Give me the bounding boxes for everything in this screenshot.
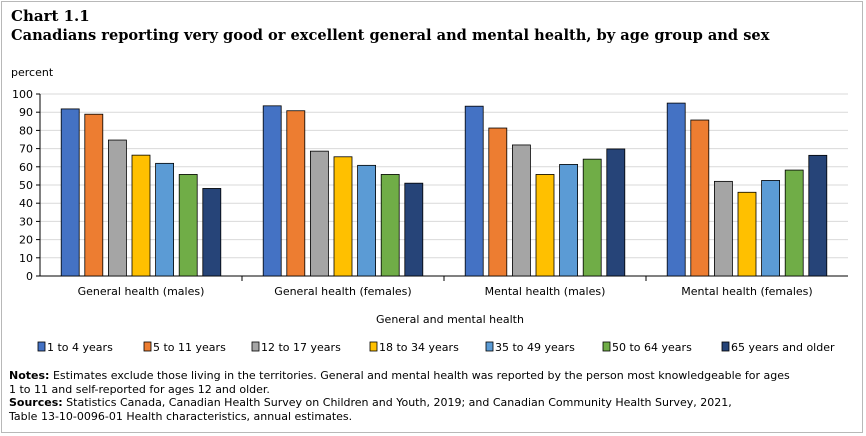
- bar-3-5: [559, 164, 578, 277]
- legend-label-6: 50 to 64 years: [612, 341, 692, 354]
- y-tick-label: 80: [19, 124, 33, 137]
- x-tick-label: General health (males): [78, 285, 205, 298]
- bar-3-3: [512, 144, 531, 277]
- notes-line-2: 1 to 11 and self-reported for ages 12 an…: [9, 382, 270, 396]
- bar-3-7: [606, 148, 626, 277]
- x-tick-label: Mental health (females): [681, 285, 812, 298]
- legend-label-7: 65 years and older: [731, 341, 835, 354]
- x-tick-label: Mental health (males): [485, 285, 606, 298]
- bar-4-3: [714, 180, 733, 277]
- bar-1-5: [155, 162, 175, 277]
- y-tick-label: 90: [19, 106, 33, 119]
- y-axis-unit-label: percent: [11, 66, 54, 79]
- legend-swatch-6: [602, 341, 611, 352]
- y-tick-label: 20: [19, 234, 33, 247]
- bar-1-4: [131, 154, 151, 277]
- sources-label: Sources:: [9, 396, 63, 409]
- bar-1-3: [108, 139, 127, 277]
- legend-swatch-4: [369, 341, 378, 352]
- legend-swatch-1: [37, 341, 46, 352]
- bar-2-3: [309, 150, 329, 277]
- legend-swatch-7: [721, 341, 730, 352]
- legend-label-2: 5 to 11 years: [153, 341, 226, 354]
- y-tick-label: 50: [19, 179, 33, 192]
- sources-line-1: Statistics Canada, Canadian Health Surve…: [66, 396, 732, 409]
- legend-label-1: 1 to 4 years: [47, 341, 113, 354]
- bar-1-7: [202, 188, 222, 277]
- x-tick-label: General health (females): [274, 285, 411, 298]
- y-tick-label: 70: [19, 143, 33, 156]
- bar-4-1: [666, 102, 686, 277]
- x-axis-title: General and mental health: [376, 313, 524, 326]
- bar-1-2: [84, 113, 104, 277]
- notes-line-1: Estimates exclude those living in the te…: [52, 369, 790, 382]
- bar-1-1: [60, 108, 80, 277]
- bar-1-6: [178, 174, 198, 277]
- bar-4-7: [808, 154, 828, 277]
- notes-block: Notes: Estimates exclude those living in…: [9, 369, 829, 423]
- bar-2-6: [380, 174, 400, 277]
- legend-swatch-2: [143, 341, 152, 352]
- bar-3-6: [582, 158, 602, 277]
- y-tick-label: 60: [19, 161, 33, 174]
- sources-line-2: Table 13-10-0096-01 Health characteristi…: [9, 409, 353, 423]
- y-tick-label: 10: [19, 252, 33, 265]
- legend-label-5: 35 to 49 years: [495, 341, 575, 354]
- bar-2-1: [262, 105, 282, 277]
- y-tick-label: 100: [12, 88, 33, 101]
- bar-4-5: [761, 180, 780, 277]
- y-tick-label: 0: [26, 270, 33, 283]
- bar-4-2: [690, 119, 710, 277]
- bar-3-1: [464, 105, 484, 277]
- legend-label-3: 12 to 17 years: [261, 341, 341, 354]
- chart-title: Canadians reporting very good or excelle…: [11, 27, 770, 44]
- bar-2-5: [357, 164, 377, 277]
- notes-label: Notes:: [9, 369, 50, 382]
- legend-swatch-3: [251, 341, 260, 352]
- y-tick-label: 40: [19, 197, 33, 210]
- bar-2-4: [333, 156, 353, 277]
- legend-label-4: 18 to 34 years: [379, 341, 459, 354]
- chart-number: Chart 1.1: [11, 7, 90, 25]
- legend-swatch-5: [485, 341, 494, 352]
- bar-2-2: [286, 110, 306, 277]
- bar-3-4: [535, 174, 555, 277]
- bar-3-2: [488, 127, 508, 277]
- y-tick-label: 30: [19, 215, 33, 228]
- bar-2-7: [404, 182, 424, 277]
- bar-4-4: [737, 191, 757, 277]
- bar-4-6: [784, 169, 804, 277]
